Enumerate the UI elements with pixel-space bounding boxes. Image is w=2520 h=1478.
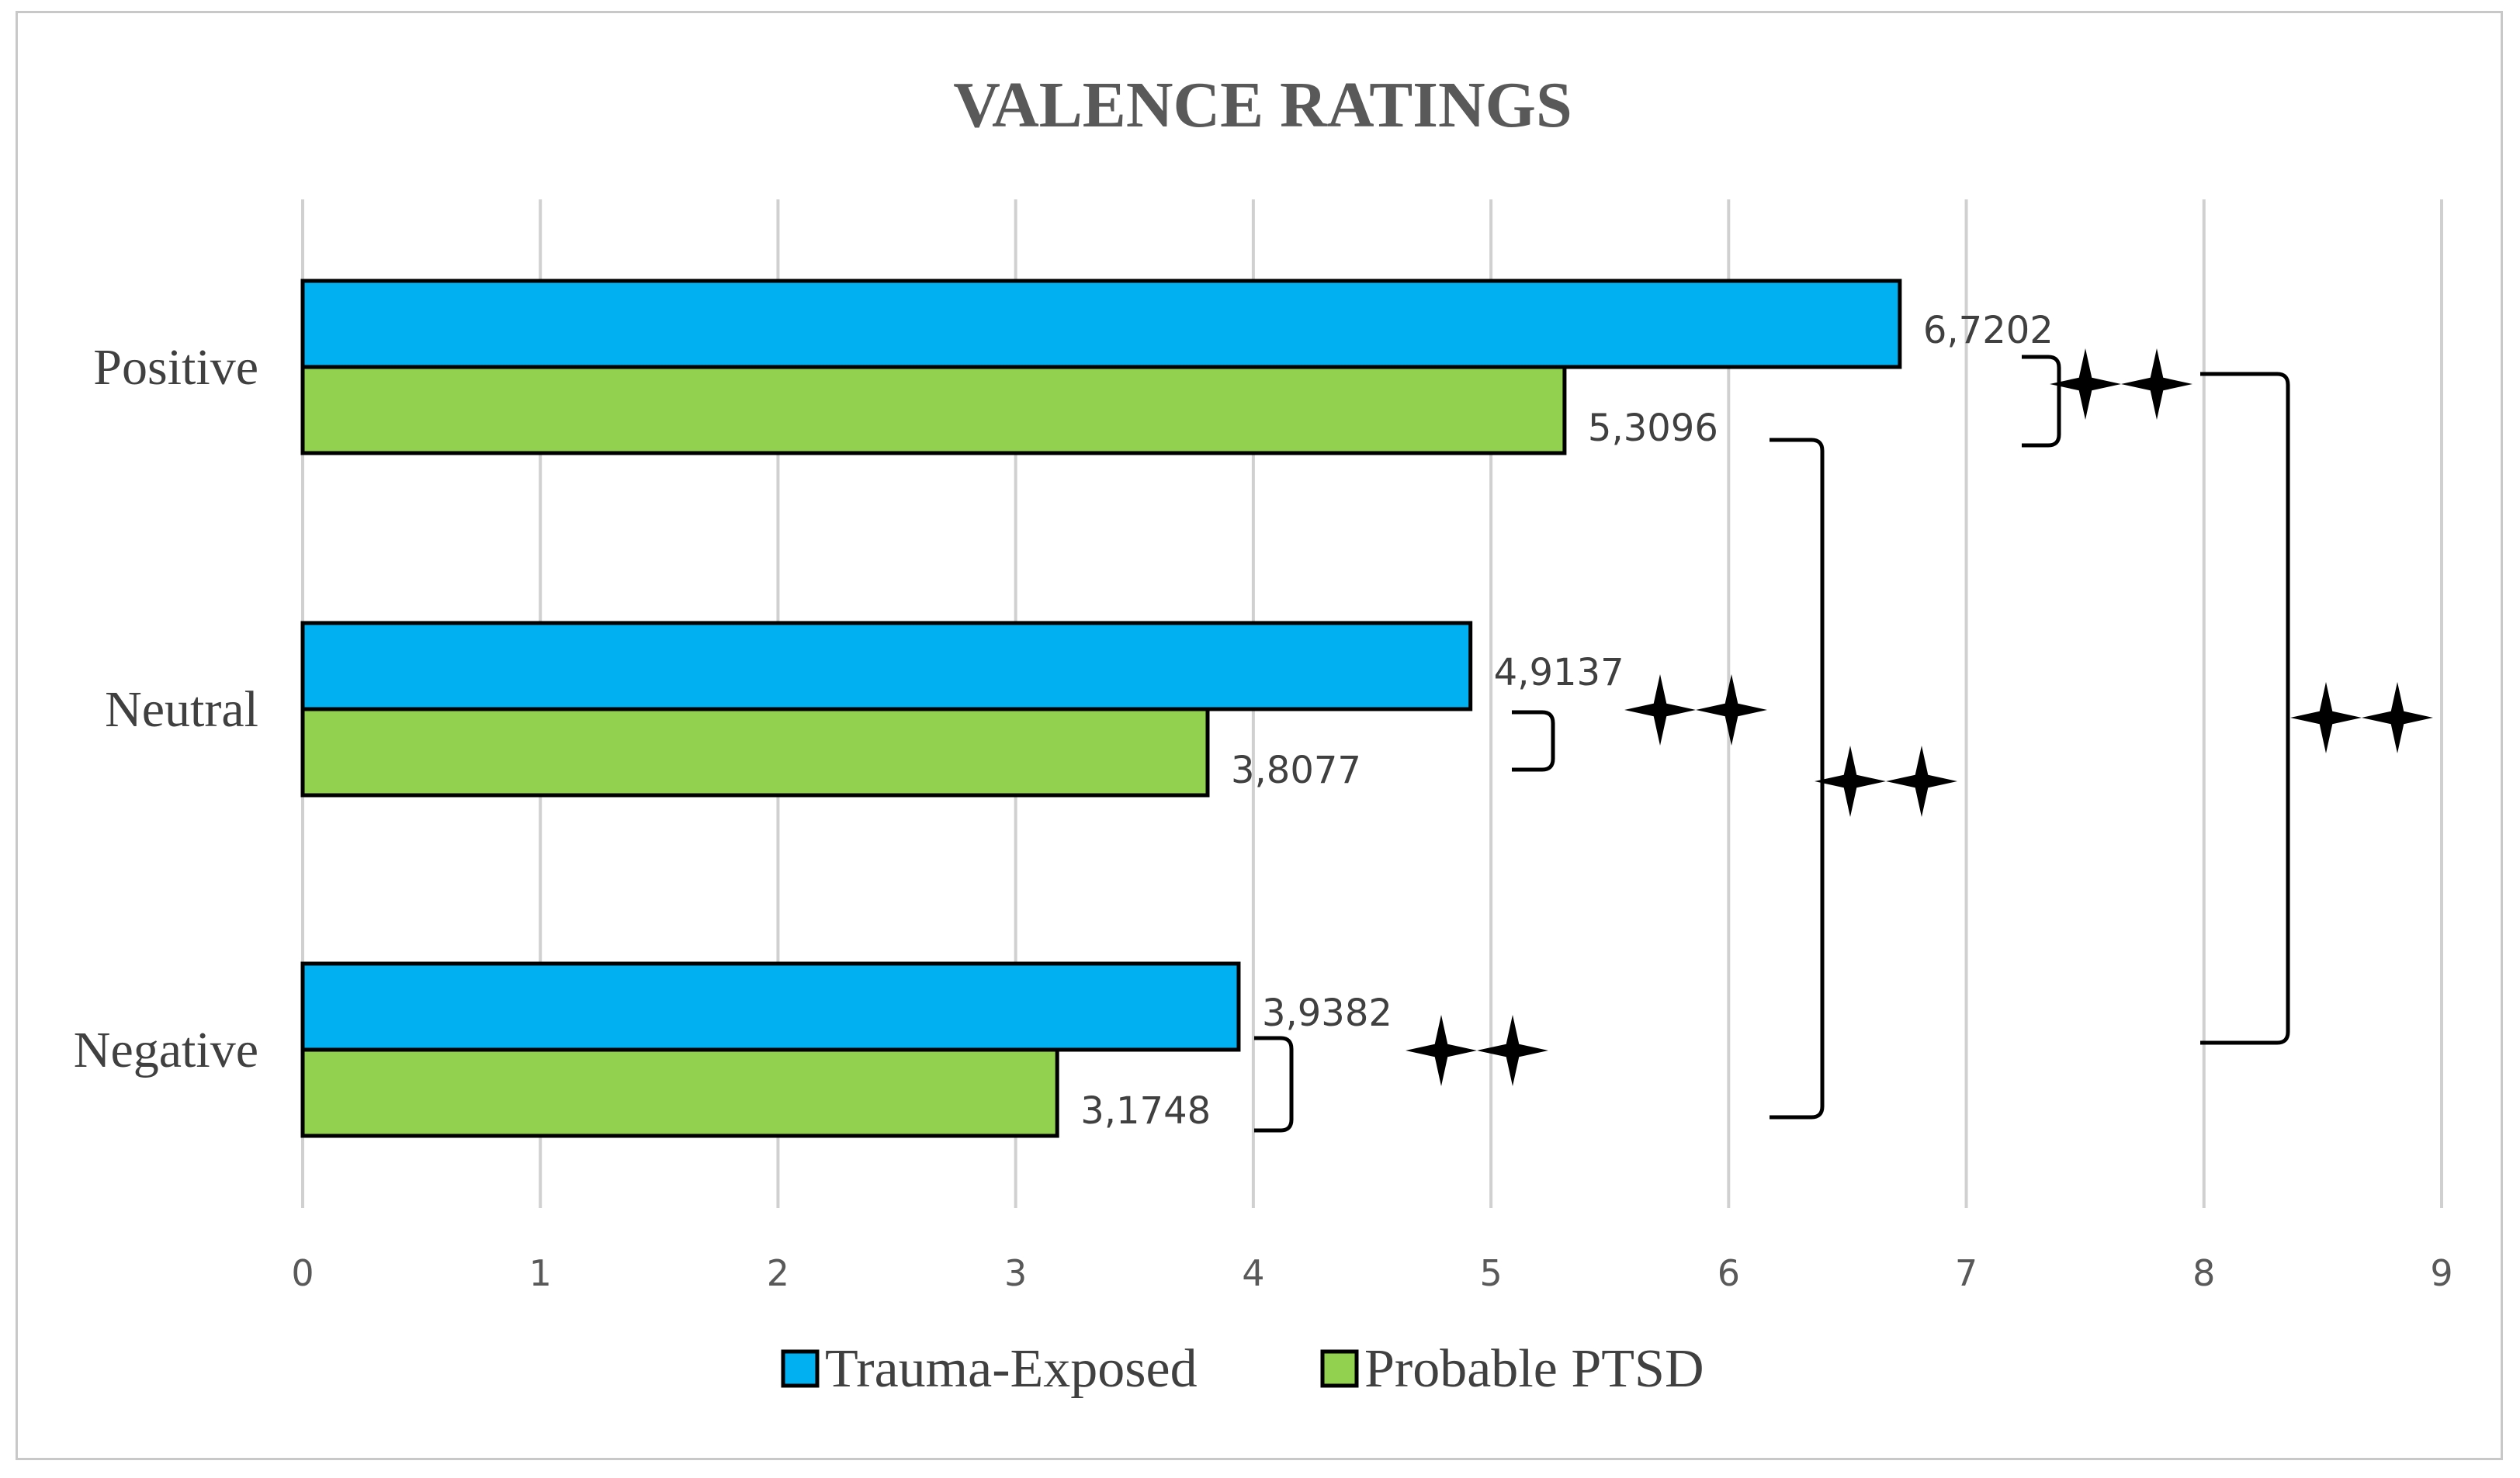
category-label-neutral: Neutral (105, 681, 258, 738)
legend-swatch-trauma-exposed (781, 1349, 820, 1388)
legend: Trauma-Exposed Probable PTSD (781, 1339, 1704, 1399)
sig-ptsd-positive-negative-star-1 (1815, 746, 1886, 817)
x-tick-label-1: 1 (529, 1252, 552, 1294)
bracket-neutral-groups (1512, 710, 1555, 772)
x-tick-label-7: 7 (1955, 1252, 1978, 1294)
bar-trauma-exposed-positive (300, 279, 1902, 369)
chart-frame: VALENCE RATINGS Positive Neutral Negative … (16, 11, 2503, 1460)
data-label-probable-ptsd-positive: 5,3096 (1588, 407, 1718, 450)
bar-probable-ptsd-negative (300, 1047, 1059, 1138)
x-tick-label-6: 6 (1718, 1252, 1740, 1294)
bar-probable-ptsd-positive (300, 365, 1567, 455)
bracket-trauma-positive-negative (2200, 372, 2290, 1045)
data-label-trauma-exposed-neutral: 4,9137 (1494, 651, 1624, 694)
sig-positive-star-1 (2050, 348, 2121, 420)
x-tick-label-2: 2 (767, 1252, 789, 1294)
sig-neutral-star-2 (1696, 674, 1767, 746)
bar-trauma-exposed-negative (300, 961, 1241, 1052)
bracket-negative-groups (1254, 1036, 1294, 1133)
sig-ptsd-positive-negative-star-2 (1886, 746, 1957, 817)
x-tick-label-0: 0 (291, 1252, 314, 1294)
bar-probable-ptsd-neutral (300, 707, 1210, 798)
bar-trauma-exposed-neutral (300, 621, 1473, 711)
data-label-trauma-exposed-positive: 6,7202 (1923, 309, 2054, 352)
legend-swatch-probable-ptsd (1320, 1349, 1359, 1388)
data-labels: 6,7202 5,3096 4,9137 3,8077 3,9382 3,1748 (1080, 309, 2054, 1133)
x-tick-label-5: 5 (1479, 1252, 1502, 1294)
data-label-probable-ptsd-negative: 3,1748 (1080, 1089, 1211, 1133)
data-label-probable-ptsd-neutral: 3,8077 (1231, 749, 1361, 792)
legend-label-probable-ptsd: Probable PTSD (1364, 1339, 1704, 1399)
x-tick-label-3: 3 (1004, 1252, 1027, 1294)
sig-negative-star-1 (1406, 1015, 1477, 1086)
x-tick-label-9: 9 (2430, 1252, 2452, 1294)
bars-group (300, 279, 1902, 1138)
chart-title: VALENCE RATINGS (953, 69, 1572, 141)
legend-label-trauma-exposed: Trauma-Exposed (825, 1339, 1198, 1399)
x-axis-ticks: 0 1 2 3 4 5 6 7 8 9 (291, 1252, 2452, 1294)
bracket-positive-groups (2022, 355, 2061, 448)
category-labels: Positive Neutral Negative (74, 339, 258, 1078)
x-tick-label-8: 8 (2192, 1252, 2215, 1294)
category-label-negative: Negative (74, 1022, 258, 1078)
sig-negative-star-2 (1477, 1015, 1548, 1086)
significance-annotations (1254, 348, 2433, 1133)
sig-trauma-positive-negative-star-1 (2290, 682, 2362, 753)
sig-neutral-star-1 (1624, 674, 1696, 746)
x-tick-label-4: 4 (1242, 1252, 1264, 1294)
category-label-positive: Positive (93, 339, 258, 396)
bracket-ptsd-positive-negative (1770, 438, 1825, 1120)
sig-positive-star-2 (2121, 348, 2192, 420)
data-label-trauma-exposed-negative: 3,9382 (1262, 992, 1392, 1035)
sig-trauma-positive-negative-star-2 (2362, 682, 2433, 753)
chart-area: VALENCE RATINGS PositiveNeutralNegative … (74, 69, 2453, 1399)
